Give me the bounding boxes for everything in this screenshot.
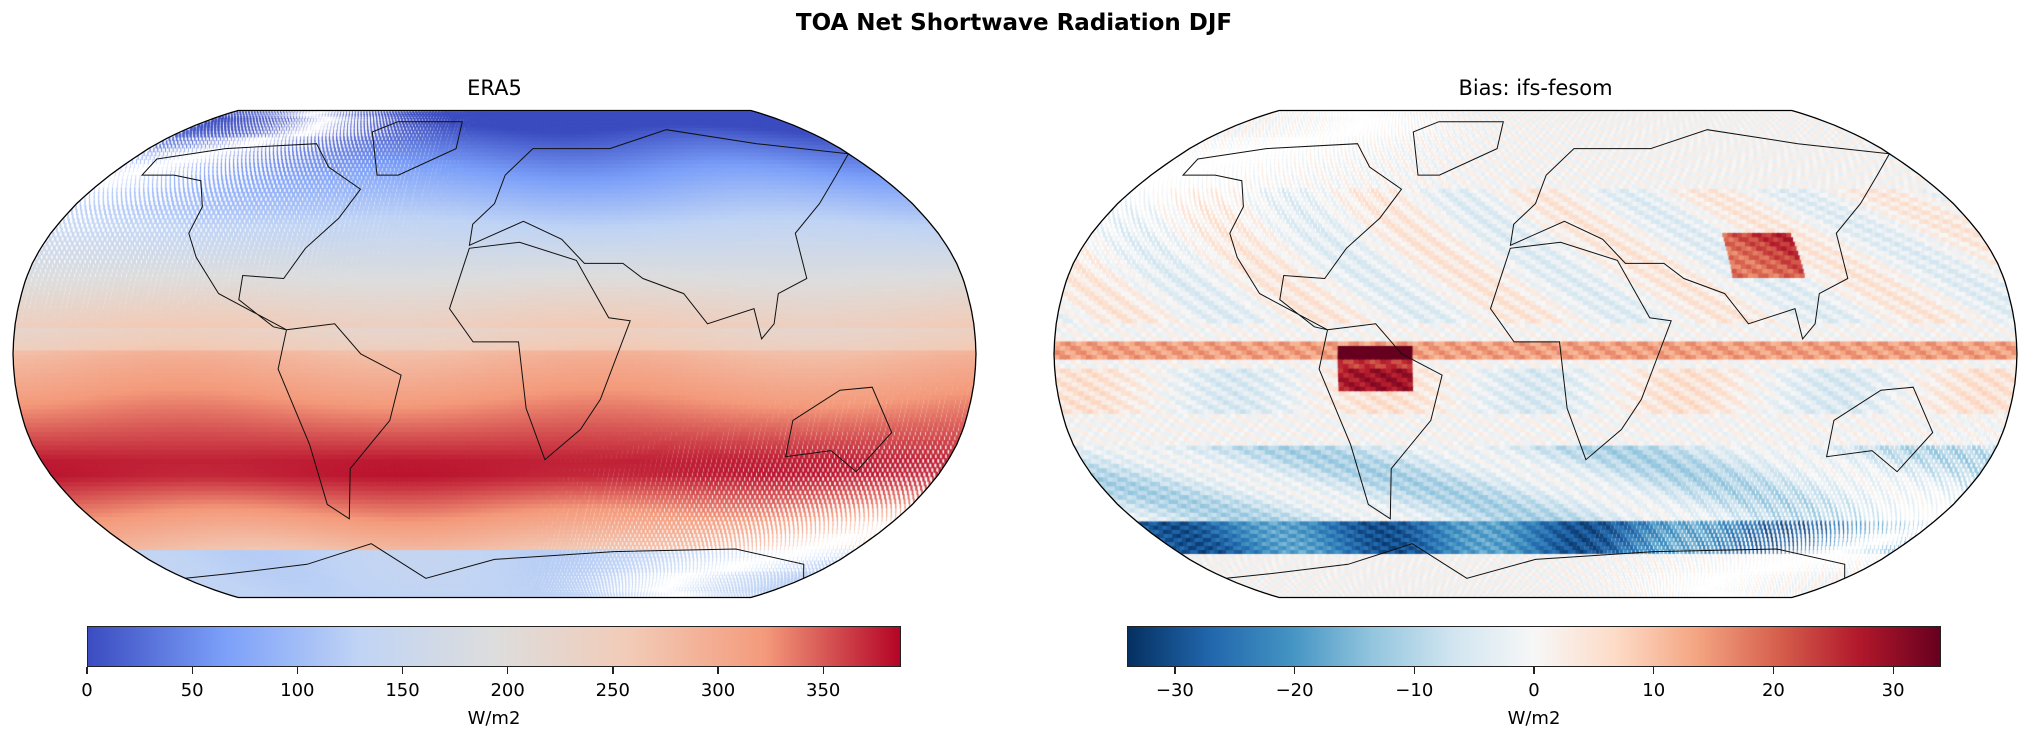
coastline-antarctica xyxy=(1226,543,1846,579)
colorbar-tick-label: −30 xyxy=(1155,680,1194,701)
colorbar-tick-label: 150 xyxy=(385,680,420,701)
colorbar-tick xyxy=(191,667,193,674)
bias-map-frame xyxy=(1053,109,2018,599)
colorbar-tick-label: −10 xyxy=(1395,680,1434,701)
colorbar-tick-label: 350 xyxy=(805,680,841,701)
coastline-north-america xyxy=(1181,143,1403,331)
colorbar-tick-label: 50 xyxy=(180,680,204,701)
era5-map xyxy=(13,110,976,598)
coastline-eurasia xyxy=(468,129,850,340)
map-title-era5: ERA5 xyxy=(467,76,522,100)
coastline-australia xyxy=(1825,386,1934,473)
colorbar-tick xyxy=(1772,667,1775,674)
coastline-greenland xyxy=(371,121,463,176)
colorbar-tick xyxy=(507,667,509,674)
coastline-africa xyxy=(1489,241,1672,461)
colorbar-tick-label: −20 xyxy=(1275,680,1314,701)
colorbar-tick xyxy=(401,667,404,674)
colorbar-tick xyxy=(1293,667,1296,674)
colorbar-bias-label: W/m2 xyxy=(1507,708,1561,729)
colorbar-tick xyxy=(1892,667,1894,674)
coastline-australia xyxy=(784,386,893,473)
colorbar-tick-label: 0 xyxy=(1528,680,1540,701)
era5-map-frame xyxy=(12,109,977,599)
colorbar-tick xyxy=(1533,667,1535,674)
colorbar-tick xyxy=(1413,667,1415,674)
colorbar-tick-label: 10 xyxy=(1642,680,1666,701)
bias-map xyxy=(1054,110,2017,598)
colorbar-tick xyxy=(1174,667,1176,674)
coastline-africa xyxy=(448,241,631,461)
colorbar-tick-label: 100 xyxy=(280,680,315,701)
colorbar-tick xyxy=(86,667,88,674)
colorbar-era5 xyxy=(87,626,901,667)
colorbar-tick-label: 300 xyxy=(700,680,736,701)
coastline-north-america xyxy=(140,143,362,331)
colorbar-tick xyxy=(1653,667,1655,674)
figure-title: TOA Net Shortwave Radiation DJF xyxy=(795,10,1233,36)
coastline-greenland xyxy=(1412,121,1504,176)
coastline-south-america xyxy=(277,323,402,520)
colorbar-tick-label: 200 xyxy=(490,680,525,701)
colorbar-tick xyxy=(717,667,719,674)
colorbar-tick xyxy=(296,667,299,674)
map-title-bias: Bias: ifs-fesom xyxy=(1458,76,1613,100)
coastline-eurasia xyxy=(1509,129,1891,340)
colorbar-tick-label: 0 xyxy=(81,680,93,701)
colorbar-tick-label: 250 xyxy=(595,680,631,701)
colorbar-tick xyxy=(822,667,824,674)
colorbar-tick-label: 20 xyxy=(1761,680,1785,701)
colorbar-tick xyxy=(612,667,614,674)
coastline-south-america xyxy=(1318,323,1443,520)
colorbar-bias xyxy=(1127,626,1941,667)
colorbar-tick-label: 30 xyxy=(1881,680,1905,701)
coastline-antarctica xyxy=(185,543,805,579)
colorbar-era5-label: W/m2 xyxy=(467,708,521,729)
